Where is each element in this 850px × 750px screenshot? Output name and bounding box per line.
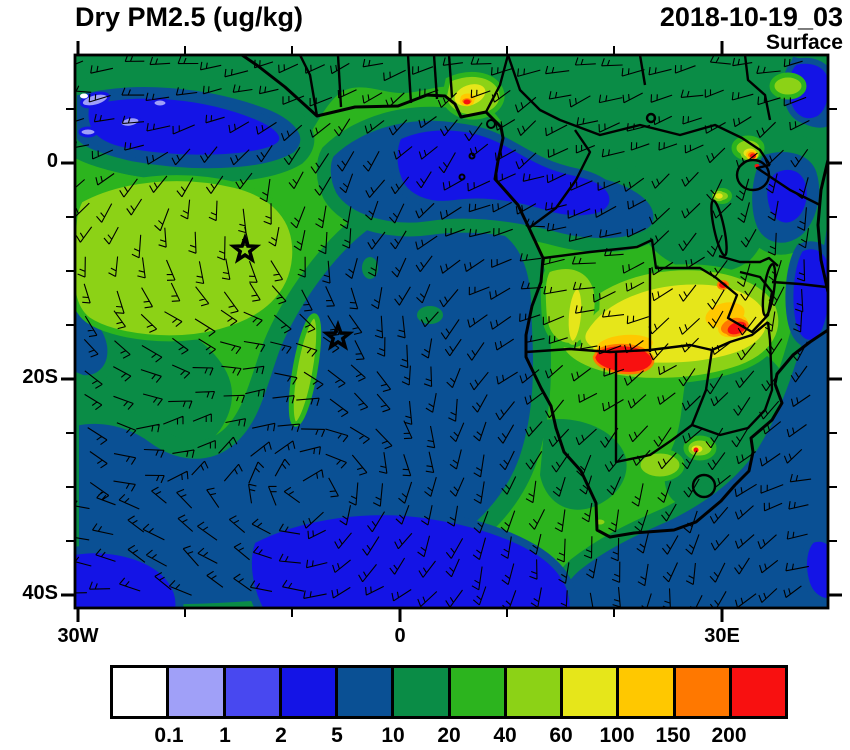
colorbar-tick-label: 10 (381, 724, 405, 747)
x-axis-label: 30W (57, 625, 99, 647)
colorbar-tick-label: 20 (437, 724, 461, 747)
wind-barbs (75, 55, 812, 608)
map-frame (61, 41, 842, 622)
y-axis-label: 40S (22, 582, 58, 604)
colorbar-cell (731, 668, 785, 716)
x-axis-label: 30E (704, 625, 740, 647)
colorbar-tick-label: 100 (599, 724, 635, 747)
coastline (241, 55, 828, 539)
colorbar-cell (281, 668, 338, 716)
star-marker (321, 319, 355, 351)
timestamp-label: 2018-10-19_03 (659, 2, 843, 32)
x-axis-label: 0 (394, 625, 406, 647)
contour-field-layer (75, 55, 828, 608)
colorbar-tick-label: 150 (655, 724, 691, 747)
y-axis-label: 0 (46, 150, 58, 172)
colorbar (110, 665, 788, 719)
colorbar-tick-label: 0.1 (154, 724, 184, 747)
colorbar-cell (675, 668, 732, 716)
colorbar-cell (619, 668, 676, 716)
colorbar-cell (225, 668, 282, 716)
lakes (645, 112, 777, 317)
colorbar-tick-label: 60 (549, 724, 573, 747)
colorbar-tick-label: 40 (493, 724, 517, 747)
level-label: Surface (765, 31, 843, 54)
colorbar-cell (169, 668, 226, 716)
colorbar-tick-label: 5 (331, 724, 343, 747)
colorbar-tick-label: 200 (711, 724, 747, 747)
star-markers-layer (228, 232, 355, 351)
colorbar-cell (450, 668, 507, 716)
star-marker (228, 232, 262, 264)
wind-barbs-layer (75, 55, 812, 608)
colorbar-cell (563, 668, 620, 716)
colorbar-cell (338, 668, 395, 716)
colorbar-cell (506, 668, 563, 716)
colorbar-cell (113, 668, 170, 716)
coastline-east (816, 159, 828, 293)
colorbar-tick-label: 1 (219, 724, 231, 747)
page-title: Dry PM2.5 (ug/kg) (75, 2, 304, 32)
colorbar-cell (394, 668, 451, 716)
colorbar-tick-label: 2 (275, 724, 287, 747)
y-axis-label: 20S (22, 366, 58, 388)
